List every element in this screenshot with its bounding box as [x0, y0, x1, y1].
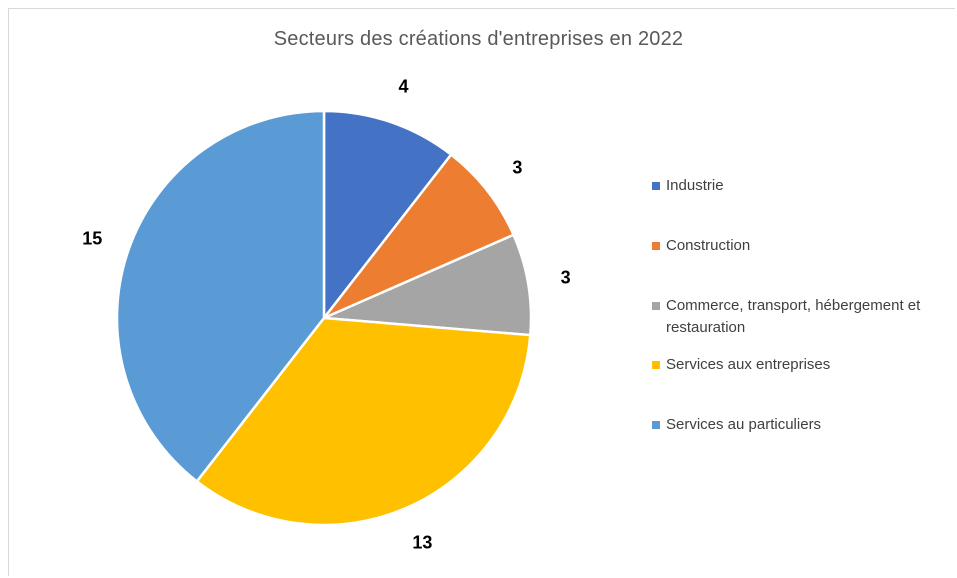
legend-swatch [652, 182, 660, 190]
data-labels: 4 3 3 13 15 [82, 76, 570, 552]
pie-slice-services-entreprises [195, 316, 532, 527]
data-label-industrie: 4 [399, 76, 409, 96]
data-label-services-entreprises: 13 [412, 532, 432, 552]
chart-title: Secteurs des créations d'entreprises en … [273, 28, 684, 50]
legend-swatch [652, 361, 660, 369]
legend-swatch [652, 302, 660, 310]
legend-label: Industrie [666, 177, 724, 194]
data-label-construction: 3 [512, 158, 522, 178]
pie-slice-industrie [322, 109, 453, 320]
legend-label: Commerce, transport, hébergement et rest… [666, 297, 921, 336]
legend-item-commerce: Commerce, transport, hébergement et rest… [652, 295, 952, 339]
legend-item-construction: Construction [652, 235, 952, 257]
data-label-commerce: 3 [561, 268, 571, 288]
legend-item-services-particuliers: Services au particuliers [652, 414, 952, 436]
pie-slice-commerce [322, 233, 533, 337]
legend-label: Construction [666, 237, 751, 254]
legend-label: Services aux entreprises [666, 356, 831, 373]
legend-item-services-entreprises: Services aux entreprises [652, 354, 952, 376]
pie-slice-construction [322, 153, 515, 320]
legend-label: Services au particuliers [666, 416, 822, 433]
pie-slice-services-particuliers [115, 109, 326, 483]
data-label-services-particuliers: 15 [82, 228, 102, 248]
legend-item-industrie: Industrie [652, 175, 952, 197]
legend-swatch [652, 421, 660, 429]
legend-swatch [652, 242, 660, 250]
pie-slices [115, 109, 533, 527]
